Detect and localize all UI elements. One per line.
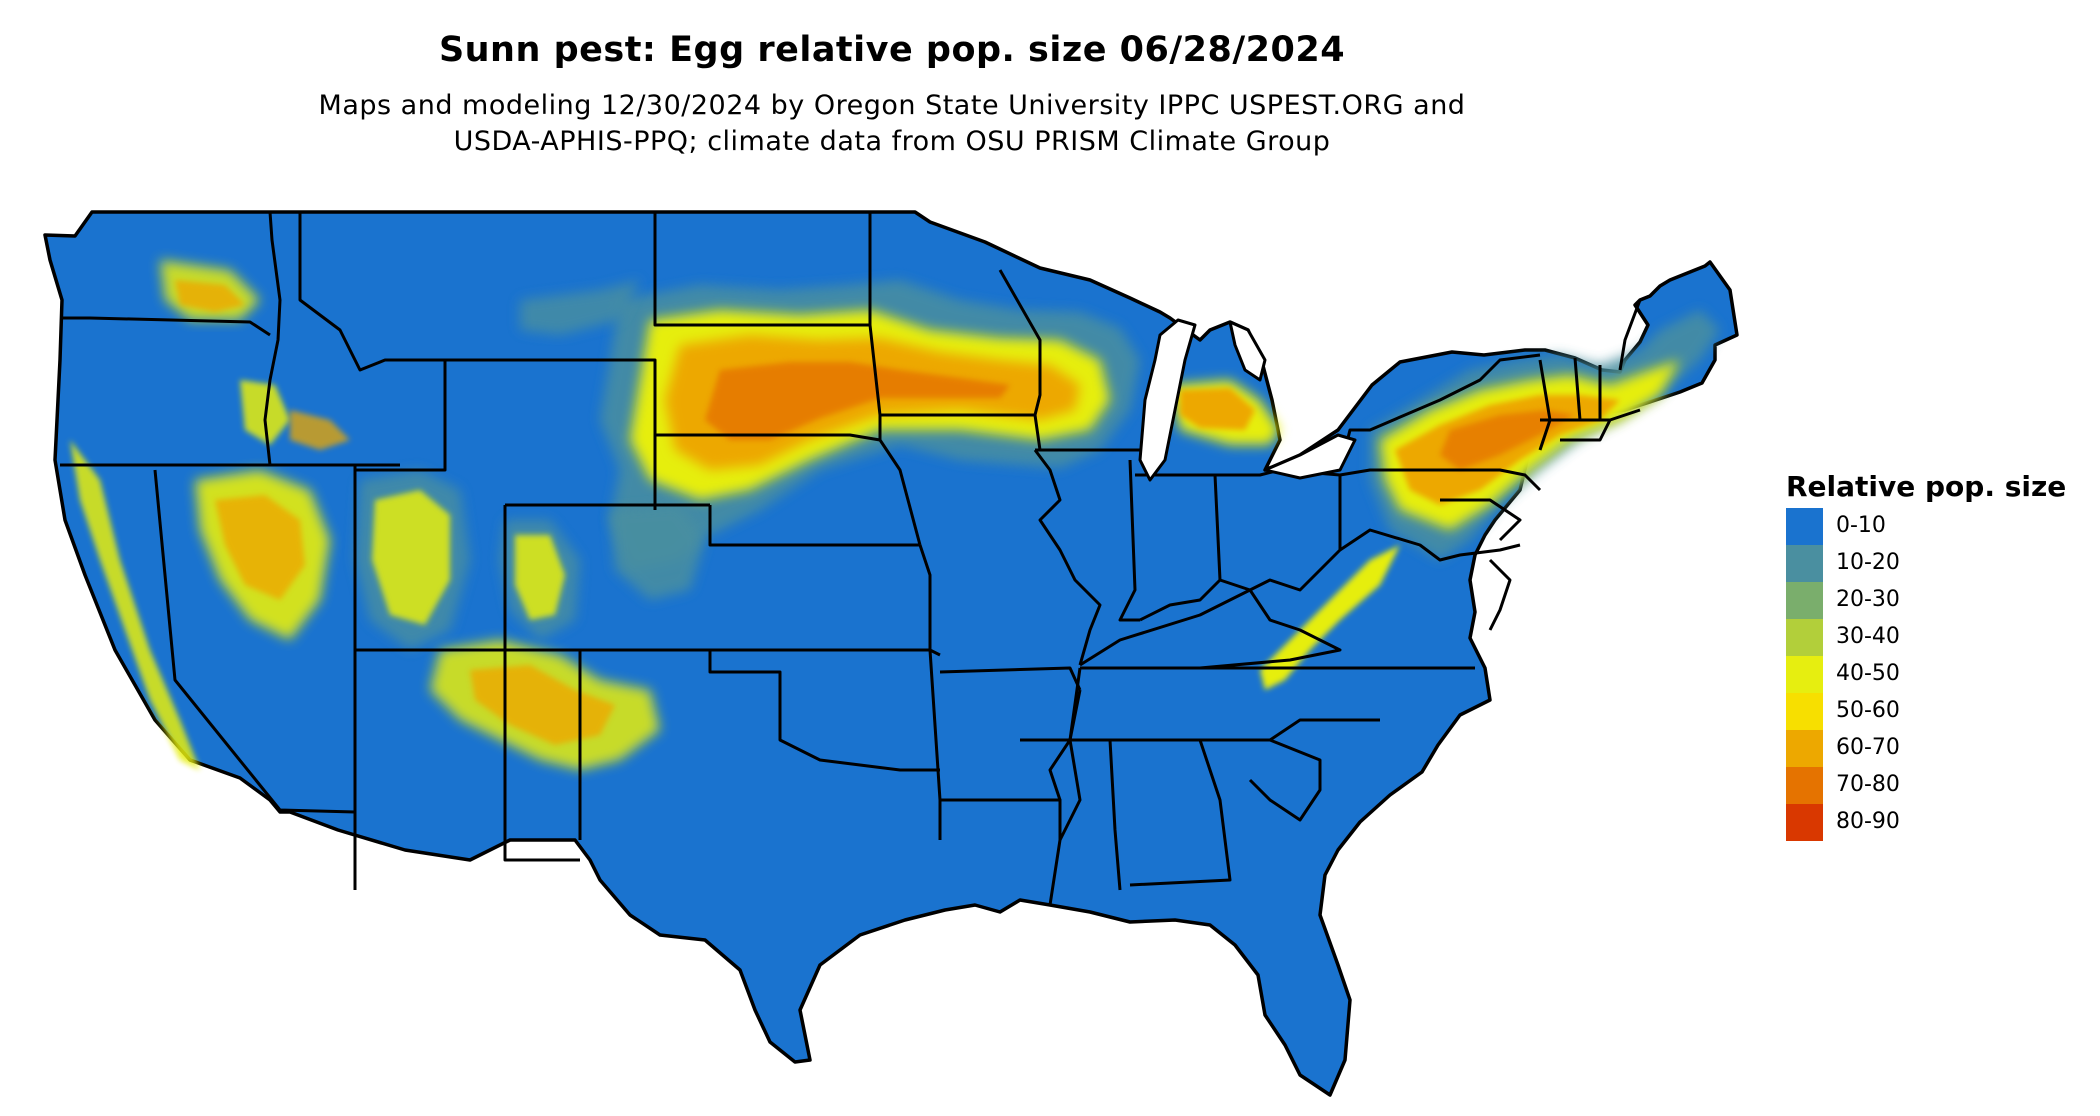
pest-region-plains bbox=[600, 280, 1140, 570]
legend-swatch bbox=[1786, 508, 1823, 545]
great-lakes bbox=[1138, 318, 1357, 482]
us-landmass bbox=[43, 210, 1739, 1097]
legend-label: 40-50 bbox=[1836, 661, 1900, 686]
legend-swatch bbox=[1786, 619, 1823, 656]
legend-label: 30-40 bbox=[1836, 624, 1900, 649]
legend-label: 10-20 bbox=[1836, 550, 1900, 575]
legend-label: 80-90 bbox=[1836, 809, 1900, 834]
legend-label: 0-10 bbox=[1836, 513, 1886, 538]
legend-swatch bbox=[1786, 693, 1823, 730]
legend-swatch bbox=[1786, 804, 1823, 841]
legend-label: 60-70 bbox=[1836, 735, 1900, 760]
legend-label: 20-30 bbox=[1836, 587, 1900, 612]
legend-title: Relative pop. size bbox=[1786, 470, 2067, 503]
legend-label: 70-80 bbox=[1836, 772, 1900, 797]
legend-swatch bbox=[1786, 730, 1823, 767]
map-title: Sunn pest: Egg relative pop. size 06/28/… bbox=[438, 30, 1346, 70]
map-subtitle-line1: Maps and modeling 12/30/2024 by Oregon S… bbox=[318, 90, 1466, 121]
legend-swatch bbox=[1786, 767, 1823, 804]
legend-label: 50-60 bbox=[1836, 698, 1900, 723]
state-borders bbox=[60, 211, 1651, 906]
pest-region-great-lakes bbox=[1170, 380, 1280, 445]
legend-swatch bbox=[1786, 545, 1823, 582]
map-subtitle-line2: USDA-APHIS-PPQ; climate data from OSU PR… bbox=[453, 126, 1331, 157]
pest-region-northeast bbox=[1260, 310, 1720, 690]
pest-region-west bbox=[70, 260, 705, 770]
legend-swatch bbox=[1786, 582, 1823, 619]
legend-swatch bbox=[1786, 656, 1823, 693]
